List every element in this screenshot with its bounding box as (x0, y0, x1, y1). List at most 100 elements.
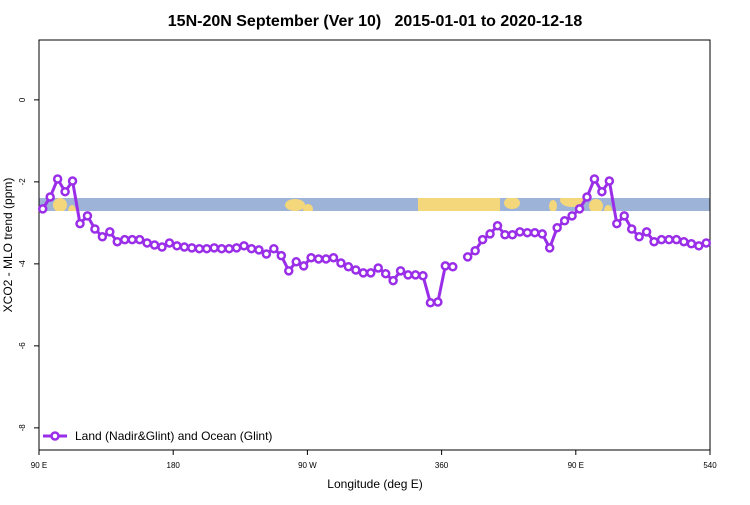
data-point (164, 238, 175, 248)
data-point (470, 245, 480, 256)
data-point (559, 216, 570, 226)
x-tick-label: 540 (703, 461, 717, 470)
data-point (105, 227, 115, 237)
x-tick-label: 90 E (31, 461, 47, 470)
data-point (343, 261, 354, 272)
data-point (701, 238, 712, 248)
data-point (582, 192, 592, 202)
y-tick-label: -8 (18, 424, 27, 432)
data-point (664, 234, 674, 245)
data-point (224, 243, 234, 254)
data-point (157, 242, 167, 252)
data-point (656, 234, 667, 245)
data-point (209, 243, 219, 253)
land-shapes (53, 198, 612, 211)
data-point (462, 252, 473, 262)
legend-marker (50, 431, 60, 441)
data-point (284, 266, 294, 276)
data-point (119, 234, 130, 245)
data-point (97, 232, 108, 242)
data-point (641, 227, 652, 237)
data-point (366, 268, 376, 278)
map-strip (39, 198, 710, 211)
data-point (686, 239, 697, 249)
data-point (403, 270, 413, 280)
chart-title: 15N-20N September (Ver 10) 2015-01-01 to… (168, 13, 583, 30)
x-tick-label: 180 (167, 461, 181, 470)
data-point (291, 257, 301, 267)
data-point (410, 270, 421, 280)
data-point (694, 241, 704, 251)
data-point (418, 271, 428, 281)
data-point (373, 263, 383, 273)
data-point (448, 261, 458, 272)
data-point (298, 261, 309, 271)
data-point (179, 242, 190, 252)
plot-frame (38, 39, 711, 451)
data-point (172, 241, 182, 251)
x-tick-label: 90 E (568, 461, 584, 470)
data-point (216, 243, 227, 254)
data-point (567, 211, 577, 221)
data-point (142, 238, 152, 248)
legend-label: Land (Nadir&Glint) and Ocean (Glint) (75, 429, 272, 443)
data-point (440, 261, 451, 271)
data-point (604, 176, 615, 186)
data-point (52, 174, 63, 184)
data-point (351, 265, 361, 275)
data-point (612, 218, 622, 229)
data-point (552, 223, 562, 233)
data-point (45, 192, 55, 202)
data-point (328, 252, 339, 263)
data-point (522, 227, 533, 238)
x-tick-label: 360 (435, 461, 449, 470)
data-point (202, 243, 212, 254)
data-point (187, 243, 197, 253)
data-point (425, 298, 436, 308)
data-point (544, 243, 555, 253)
data-point (231, 243, 242, 253)
data-point (388, 275, 398, 286)
data-point (537, 229, 547, 239)
data-point (395, 266, 406, 276)
data-point (634, 232, 644, 242)
data-point (619, 211, 630, 221)
data-point (597, 186, 607, 197)
x-tick-label: 90 W (298, 461, 317, 470)
data-point (589, 174, 600, 184)
data-point (127, 234, 137, 245)
data-point (477, 234, 488, 245)
data-point (313, 254, 324, 264)
y-tick-label: -6 (18, 342, 27, 350)
data-point (321, 254, 331, 264)
data-point (276, 250, 287, 261)
y-axis-label: XCO2 - MLO trend (ppm) (1, 178, 15, 313)
y-tick-label: 0 (18, 97, 27, 102)
data-point (90, 224, 100, 234)
data-point (75, 218, 85, 229)
data-point (194, 243, 205, 254)
data-point (380, 268, 391, 279)
data-point (60, 186, 70, 197)
data-point (239, 241, 249, 251)
data-point (261, 249, 272, 259)
data-point (82, 211, 93, 221)
data-point (67, 176, 78, 186)
data-point (269, 243, 279, 254)
data-point (433, 297, 443, 307)
ocean-strip (39, 198, 710, 211)
data-point (679, 236, 689, 247)
data-point (574, 204, 585, 214)
data-point (492, 220, 503, 231)
data-point (507, 230, 518, 240)
data-point (306, 252, 316, 263)
data-point (358, 268, 369, 278)
y-tick-label: -2 (18, 178, 27, 186)
data-point (134, 234, 145, 245)
data-point (246, 243, 257, 254)
x-axis-label: Longitude (deg E) (327, 477, 422, 491)
data-point (485, 229, 495, 239)
data-point (37, 204, 48, 214)
data-point (336, 258, 346, 268)
